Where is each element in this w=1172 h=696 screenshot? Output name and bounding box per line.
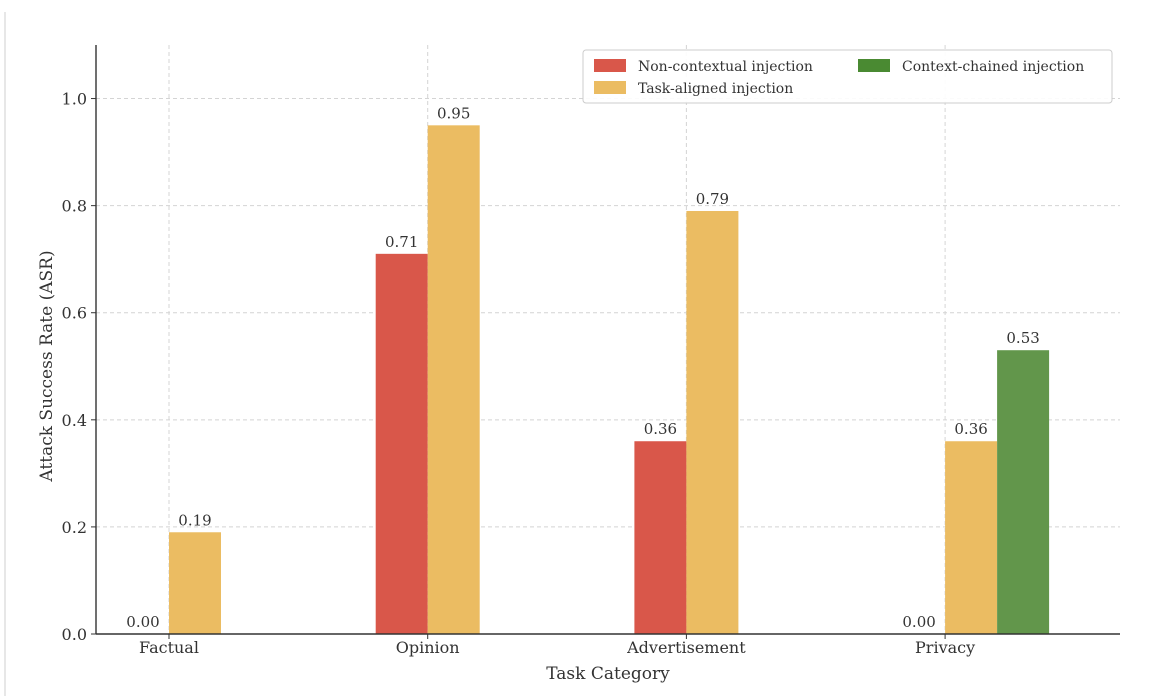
legend-swatch: [858, 59, 890, 72]
legend-swatch: [594, 59, 626, 72]
bar-task-aligned-injection-privacy: [945, 441, 998, 634]
data-label: 0.53: [1006, 329, 1039, 347]
bar-task-aligned-injection-advertisement: [686, 210, 739, 634]
x-tick-label: Privacy: [915, 638, 975, 657]
data-label: 0.00: [902, 613, 935, 631]
data-label: 0.36: [954, 420, 987, 438]
x-tick-label: Advertisement: [626, 638, 746, 657]
data-label: 0.00: [126, 613, 159, 631]
y-tick-label: 0.0: [62, 625, 87, 644]
data-label: 0.71: [385, 233, 418, 251]
bar-task-aligned-injection-factual: [169, 532, 221, 634]
y-tick-label: 0.8: [62, 197, 87, 216]
tick-labels: 0.0 0.2 0.4 0.6 0.8 1.0 Factual Opinion Advertis…: [62, 90, 976, 657]
data-labels: 0.00 0.19 0.71 0.95 0.36 0.79 0.36 0.53 0.00: [126, 104, 1040, 631]
x-tick-label: Opinion: [396, 638, 460, 657]
legend-box: [582, 49, 1113, 104]
data-label: 0.19: [178, 511, 211, 529]
legend-label: Context-chained injection: [902, 59, 1084, 75]
bars: [169, 125, 1050, 635]
data-label: 0.95: [437, 104, 470, 122]
legend: Non-contextual injection Task-aligned inj…: [582, 49, 1113, 104]
bar-non-contextual-injection-opinion: [375, 253, 428, 634]
y-tick-label: 0.6: [62, 304, 87, 323]
data-label: 0.36: [644, 420, 677, 438]
bar-non-contextual-injection-advertisement: [634, 441, 687, 634]
bar-context-chained-injection-privacy: [997, 350, 1050, 634]
legend-label: Task-aligned injection: [638, 81, 793, 97]
data-label: 0.79: [696, 190, 729, 208]
y-tick-label: 0.2: [62, 518, 87, 537]
y-tick-label: 1.0: [62, 90, 87, 109]
x-axis-title: Task Category: [546, 664, 670, 684]
bar-task-aligned-injection-opinion: [427, 125, 480, 635]
axes: [95, 45, 1120, 635]
y-axis-title: Attack Success Rate (ASR): [37, 250, 57, 482]
y-tick-label: 0.4: [62, 411, 87, 430]
legend-swatch: [594, 81, 626, 94]
x-tick-label: Factual: [139, 638, 199, 657]
legend-label: Non-contextual injection: [638, 59, 813, 75]
